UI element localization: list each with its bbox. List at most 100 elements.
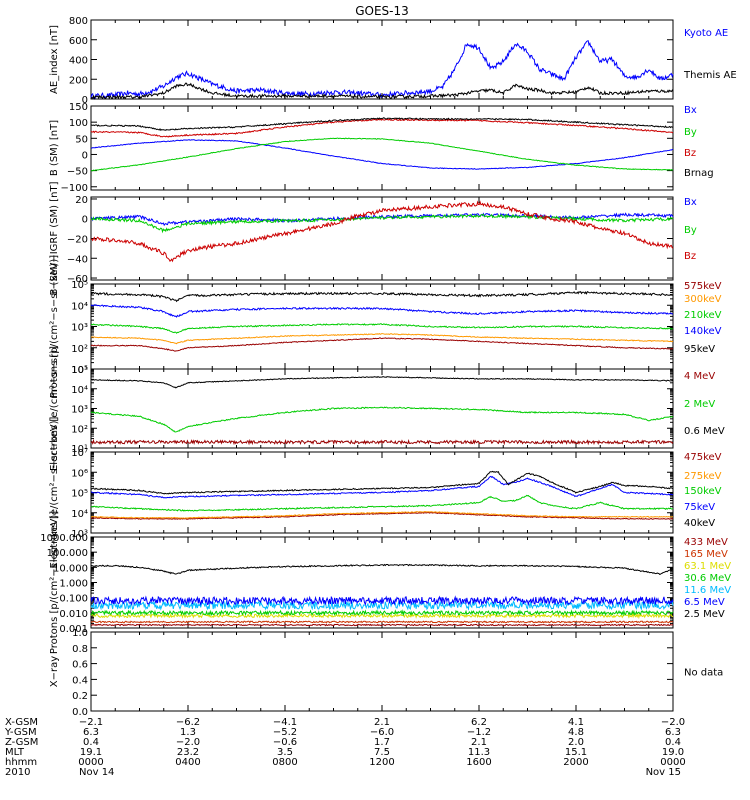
legend-entry: Brnag: [684, 168, 714, 179]
legend-entry: 475keV: [684, 452, 722, 463]
y-tick-label: 1.000: [59, 579, 88, 590]
series-line-bz: [90, 200, 674, 263]
x-tick-value: −1.2: [467, 727, 491, 738]
series-line-575kev: [90, 337, 674, 352]
y-tick-label: 0.100: [59, 594, 88, 605]
x-tick-value: 6.3: [665, 727, 681, 738]
series-line-brnag: [90, 117, 674, 132]
series-line-2-5-mev: [90, 563, 674, 575]
x-tick-value: 4.8: [568, 727, 584, 738]
x-tick-value: −6.2: [176, 717, 200, 728]
y-tick-label: 800: [69, 16, 88, 27]
y-tick-label: −100: [61, 183, 88, 194]
legend-entry: 95keV: [684, 344, 715, 355]
series-line-0-6-mev: [90, 376, 674, 389]
x-tick-value: 1200: [369, 757, 394, 768]
legend-entry: By: [684, 225, 697, 236]
y-tick-label: −20: [67, 235, 88, 246]
x-axis-table: X-GSM −2.1 −6.2 −4.1 2.1 6.2 4.1 −2.0 Y-GSM 6.3 1.…: [4, 717, 686, 778]
y-tick-label: 150: [69, 102, 88, 113]
x-tick-value: 0000: [660, 757, 685, 768]
x-tick-value: −0.6: [273, 737, 297, 748]
panel-xray: 0.0 0.2 0.4 0.6 0.8 1.0 X−ray No data: [49, 628, 723, 718]
panel-protons_mev: 0.001 0.010 0.100 1.000 10.000 100.000 1000.00…: [40, 511, 731, 654]
legend-entry: 300keV: [684, 294, 722, 305]
x-tick-value: Nov 15: [646, 767, 681, 778]
y-tick-label: 10⁵: [71, 489, 88, 500]
x-tick-value: 19.1: [80, 747, 102, 758]
series-line-275kev: [90, 510, 674, 519]
y-tick-label: 400: [69, 56, 88, 67]
y-axis-label: Electrons [e/(cm²−s−sr)]: [49, 346, 60, 471]
x-row-label: Z-GSM: [5, 737, 38, 748]
x-row-label: 2010: [5, 767, 30, 778]
series-line-300kev: [90, 332, 674, 345]
y-tick-label: 10³: [71, 323, 88, 334]
panel-electrons_mev: 10¹ 10² 10³ 10⁴ 10⁵ Electrons [e/(cm²−s−sr)] 4…: [49, 346, 725, 471]
y-tick-label: 100: [69, 118, 88, 129]
panel-protons_low: 10¹ 10² 10³ 10⁴ 10⁵ Protons [p/(cm²−s−sr−keV)…: [49, 255, 722, 398]
series-line-kyoto-ae: [90, 40, 674, 99]
y-tick-label: −40: [67, 254, 88, 265]
x-row-label: MLT: [5, 747, 25, 758]
series-line-30-6-mev: [90, 609, 674, 617]
series-line-by: [90, 213, 674, 234]
no-data-note: No data: [684, 668, 723, 679]
series-line-95kev: [90, 290, 674, 303]
legend-entry: 0.6 MeV: [684, 426, 725, 437]
x-row-label: Y-GSM: [4, 727, 37, 738]
y-tick-label: 20: [75, 195, 88, 206]
legend-entry: 2 MeV: [684, 399, 715, 410]
y-tick-label: 0.4: [72, 675, 88, 686]
series-line-475kev: [90, 511, 674, 520]
y-tick-label: 10³: [71, 405, 88, 416]
y-tick-label: 200: [69, 75, 88, 86]
x-tick-value: 3.5: [277, 747, 293, 758]
x-tick-value: 2.1: [471, 737, 487, 748]
plot-title: GOES-13: [355, 4, 409, 18]
x-tick-value: 15.1: [565, 747, 587, 758]
legend-entry: By: [684, 127, 697, 138]
x-tick-value: 2000: [563, 757, 588, 768]
x-tick-value: −4.1: [273, 717, 297, 728]
y-tick-label: 10⁵: [71, 365, 88, 376]
x-tick-value: 23.2: [177, 747, 199, 758]
y-tick-label: 0.2: [72, 691, 88, 702]
x-tick-value: −2.0: [661, 717, 685, 728]
legend-entry: Kyoto AE: [684, 28, 728, 39]
legend-entry: Bx: [684, 105, 697, 116]
y-tick-label: 50: [75, 134, 88, 145]
legend-entry: 275keV: [684, 471, 722, 482]
x-tick-value: −2.1: [79, 717, 103, 728]
y-tick-label: 10⁴: [71, 385, 88, 396]
panel-bsm: −100 −50 0 50 100 150 B (SM) [nT] Bx By Bz Brnag: [49, 102, 714, 194]
y-axis-label: Electrons [e/(cm²−s−sr−keV)]: [49, 416, 60, 568]
y-tick-label: 0.8: [72, 644, 88, 655]
x-tick-value: 0.4: [665, 737, 681, 748]
series-line-140kev: [90, 304, 674, 318]
y-tick-label: 10³: [71, 529, 88, 540]
y-tick-label: 10.000: [53, 563, 88, 574]
legend-entry: 140keV: [684, 326, 722, 337]
y-axis-label: AE_index [nT]: [49, 25, 60, 94]
legend-entry: Bz: [684, 148, 696, 159]
legend-entry: 150keV: [684, 486, 722, 497]
y-tick-label: 0: [82, 215, 88, 226]
panel-bdiff: −60 −40 −20 0 20 B (SM)−IGRF (SM) [nT] Bx By Bz: [49, 181, 697, 295]
y-tick-label: 10⁶: [71, 468, 88, 479]
x-tick-value: 19.0: [662, 747, 684, 758]
series-line-40kev: [90, 470, 674, 495]
y-tick-label: 10¹: [71, 444, 88, 455]
y-tick-label: 100.000: [47, 548, 88, 559]
y-tick-label: 0.6: [72, 660, 88, 671]
series-line-2-mev: [90, 406, 674, 433]
y-tick-label: 600: [69, 36, 88, 47]
panel-ae: 0 200 400 600 800 AE_index [nT] Kyoto AE Themis…: [49, 16, 737, 106]
x-row-label: hhmm: [5, 757, 37, 768]
legend-entry: 2.5 MeV: [684, 609, 725, 620]
legend-entry: 30.6 MeV: [684, 573, 731, 584]
y-tick-label: 0: [82, 150, 88, 161]
